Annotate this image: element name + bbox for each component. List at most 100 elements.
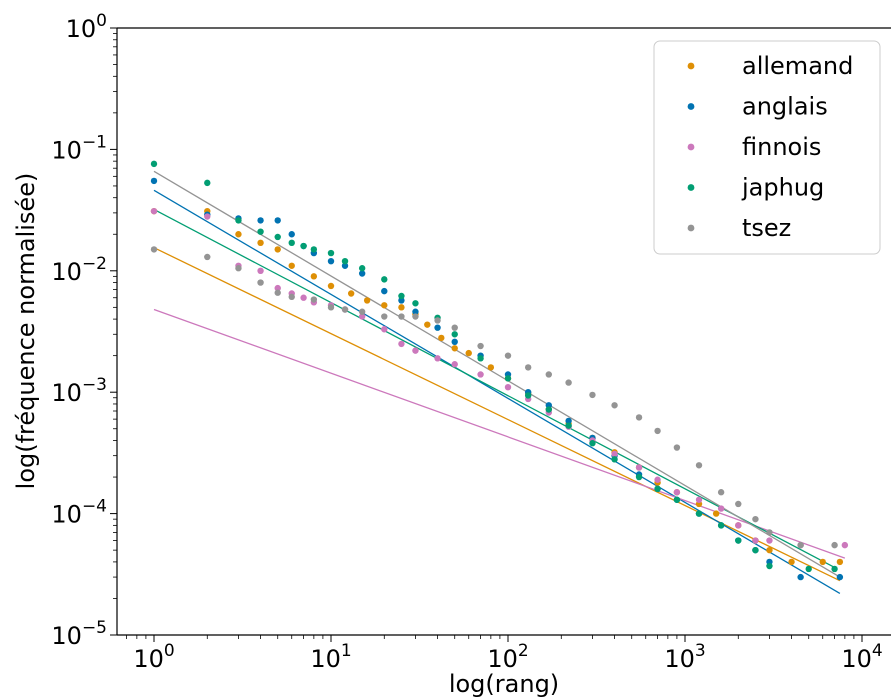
data-point-tsez [766,529,773,536]
data-point-finnois [477,371,484,378]
y-tick-label: 10−1 [51,132,107,164]
data-point-tsez [611,402,618,409]
data-point-allemand [836,558,844,566]
data-point-finnois [257,267,264,274]
legend: allemand anglais finnois japhug tsez [653,40,881,255]
y-tick-label: 10−3 [51,375,107,407]
tick-label-base: 10 [66,15,97,43]
data-point-anglais [341,262,349,269]
data-point-finnois [735,522,742,529]
data-point-japhug [735,537,742,544]
legend-marker-allemand [687,62,695,70]
data-point-tsez [327,304,335,311]
data-point-allemand [712,510,720,517]
data-point-allemand [766,546,773,554]
x-axis-label: log(rang) [449,670,559,698]
data-point-finnois [841,541,849,549]
fit-line-finnois [153,308,846,559]
data-point-japhug [611,456,618,463]
data-point-japhug [398,292,405,300]
tick-label-base: 10 [133,645,164,673]
tick-label-exponent: 1 [341,641,352,661]
legend-marker-japhug [687,184,695,191]
data-point-anglais [797,573,804,581]
legend-label-tsez: tsez [742,214,791,242]
tick-label-base: 10 [51,136,82,164]
data-point-tsez [717,489,725,496]
data-point-allemand [424,321,431,328]
data-point-japhug [150,160,158,168]
data-point-japhug [257,228,264,235]
data-point-japhug [673,496,681,503]
legend-label-anglais: anglais [742,93,828,121]
data-point-anglais [327,257,335,265]
tick-label-exponent: −5 [82,618,107,638]
data-point-japhug [752,546,759,554]
y-tick-label: 100 [66,11,107,43]
data-point-japhug [310,246,318,253]
data-point-allemand [438,334,445,342]
data-point-finnois [398,340,405,348]
data-point-finnois [358,313,366,320]
tick-label-exponent: −4 [82,497,107,517]
tick-label-base: 10 [51,379,82,407]
data-point-japhug [204,179,211,187]
data-point-allemand [819,558,826,566]
tick-label-exponent: −3 [82,375,107,395]
data-point-japhug [766,562,773,570]
data-point-japhug [831,565,838,573]
data-point-allemand [257,239,264,247]
data-point-tsez [695,462,703,469]
fit-line-allemand [153,247,841,582]
data-point-finnois [695,496,703,503]
data-point-tsez [673,444,681,451]
data-point-anglais [451,338,458,346]
data-point-anglais [358,270,366,277]
data-point-tsez [235,265,242,272]
data-point-japhug [381,276,388,283]
data-point-finnois [766,537,773,544]
data-point-finnois [635,464,643,471]
data-point-tsez [358,308,366,315]
data-point-allemand [327,282,335,290]
data-point-allemand [381,302,388,309]
data-point-tsez [735,500,742,508]
legend-marker-finnois [687,143,695,151]
tick-label-exponent: 3 [695,641,706,661]
data-point-tsez [477,342,484,350]
tick-label-base: 10 [487,645,518,673]
data-point-japhug [589,440,596,447]
tick-label-base: 10 [310,645,341,673]
data-point-finnois [654,476,661,483]
legend-label-finnois: finnois [742,133,821,161]
data-point-japhug [635,473,643,481]
data-point-allemand [363,297,371,304]
data-point-anglais [257,217,264,224]
tick-label-base: 10 [51,622,82,650]
tick-label-exponent: 0 [164,641,175,661]
y-tick-label: 10−4 [51,497,107,529]
data-point-japhug [358,265,366,272]
data-point-finnois [204,213,211,220]
data-point-japhug [341,257,349,265]
ticks [110,27,863,642]
data-point-japhug [565,422,572,429]
data-point-allemand [465,349,472,357]
data-point-anglais [434,324,441,331]
tick-label-base: 10 [51,501,82,529]
data-point-tsez [204,253,211,261]
tick-label-exponent: −1 [82,132,107,152]
y-tick-label: 10−2 [51,254,107,286]
data-point-anglais [274,217,281,224]
data-point-tsez [545,371,552,378]
tick-label-exponent: 2 [518,641,529,661]
data-point-tsez [341,306,349,313]
data-point-finnois [673,489,681,496]
data-point-allemand [487,364,495,371]
data-point-japhug [451,331,458,338]
data-point-japhug [654,485,661,493]
data-point-tsez [451,324,458,331]
data-point-finnois [752,537,759,544]
tick-label-exponent: 4 [872,641,883,661]
data-point-tsez [654,427,661,435]
